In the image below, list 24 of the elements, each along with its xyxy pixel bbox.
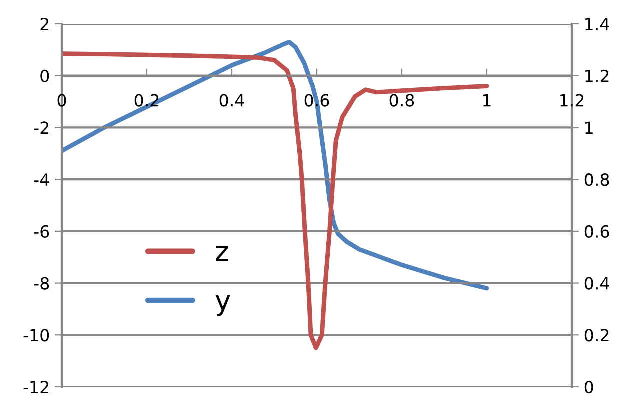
y2-tick-label: 0.2 (584, 329, 609, 342)
x-tick-label: 0.8 (390, 94, 414, 107)
y-tick-label: 0 (40, 70, 50, 82)
y2-tick-label: 1 (586, 122, 593, 134)
y-tick-label: -4 (34, 174, 50, 186)
y2-tick-label: 0.8 (584, 174, 610, 186)
x-tick-label: 1 (484, 94, 491, 107)
x-tick-label: 0.2 (134, 94, 159, 107)
x-tick-label: 0 (58, 94, 66, 107)
y-tick-label: -8 (34, 277, 50, 290)
y2-tick-label: 0 (584, 380, 594, 394)
y2-tick-label: 1.4 (586, 18, 610, 30)
y-tick-label: -2 (34, 122, 49, 134)
y-tick-label: -12 (24, 380, 49, 394)
x-tick-label: 1.2 (560, 94, 584, 107)
y-tick-label: -10 (24, 329, 50, 342)
y2-tick-label: 0.6 (584, 225, 610, 238)
y-tick-label: 2 (40, 18, 49, 30)
legend-label: z (216, 246, 228, 262)
y2-tick-label: 1.2 (586, 70, 609, 82)
y-tick-label: -6 (34, 225, 50, 238)
y2-tick-label: 0.4 (584, 277, 610, 290)
legend-label: y (216, 295, 230, 316)
x-tick-label: 0.4 (220, 94, 244, 107)
